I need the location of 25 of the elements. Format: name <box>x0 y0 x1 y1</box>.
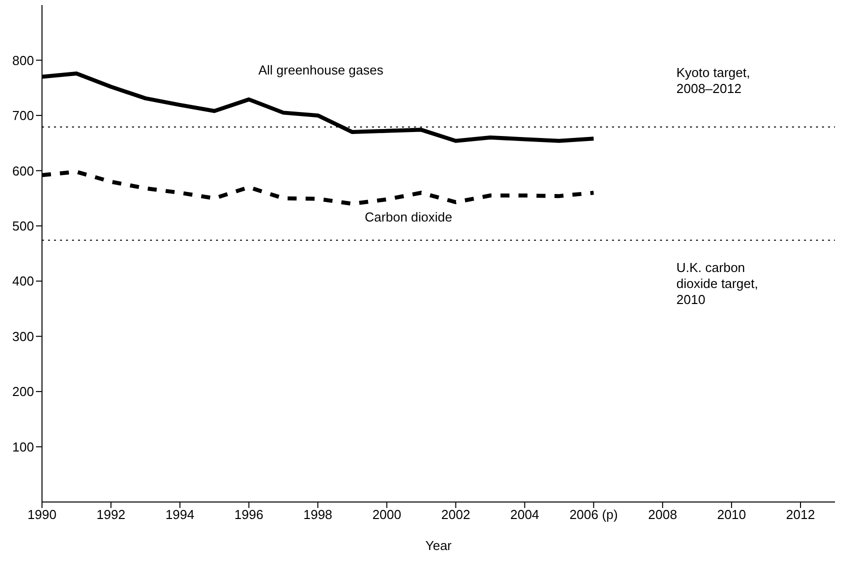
series-label: All greenhouse gases <box>258 62 384 78</box>
x-tick-label: 1998 <box>303 507 332 522</box>
y-tick-label: 400 <box>12 274 34 289</box>
y-tick-label: 300 <box>12 328 34 344</box>
x-tick-label: 1996 <box>234 507 264 522</box>
x-tick-label: 1992 <box>96 507 126 522</box>
x-tick-label: 2004 <box>510 507 540 522</box>
y-tick-label: 100 <box>12 439 34 454</box>
ref-line-label: Kyoto target, 2008–2012 <box>676 65 750 96</box>
y-tick-label: 700 <box>12 108 34 124</box>
x-tick-label: 2002 <box>441 507 470 522</box>
x-axis-title: Year <box>425 538 452 553</box>
y-tick-label: 500 <box>12 218 34 234</box>
x-tick-label: 2006 (p) <box>569 507 618 522</box>
y-tick-label: 600 <box>12 163 34 178</box>
x-tick-label: 2008 <box>648 507 678 522</box>
y-tick-label: 800 <box>12 52 34 68</box>
x-tick-label: 2012 <box>786 507 815 522</box>
series-label: Carbon dioxide <box>364 209 452 224</box>
x-tick-label: 2010 <box>717 507 746 522</box>
ref-line-label: U.K. carbon dioxide target, 2010 <box>676 260 758 308</box>
x-tick-label: 1990 <box>28 507 56 522</box>
x-tick-label: 1994 <box>165 507 194 522</box>
x-tick-label: 2000 <box>372 507 402 522</box>
y-tick-label: 200 <box>12 384 34 400</box>
